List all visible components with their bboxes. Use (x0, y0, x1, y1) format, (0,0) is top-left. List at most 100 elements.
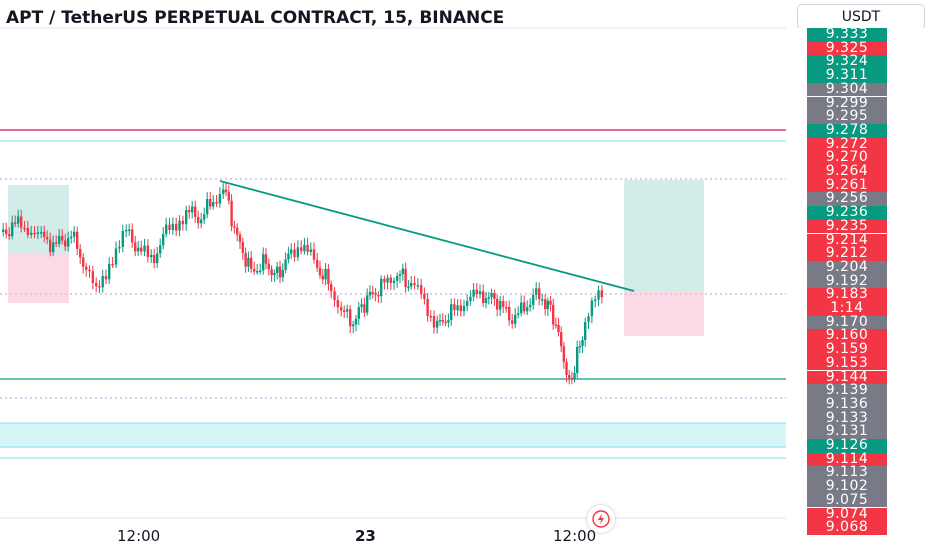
candle-body (181, 220, 185, 225)
candle-body (404, 268, 407, 288)
candle-body (436, 320, 439, 328)
candle-body (565, 362, 568, 376)
candle-body (215, 201, 218, 204)
candle-body (267, 263, 270, 270)
candle-body (82, 257, 85, 267)
candle-body (128, 229, 131, 232)
price-label: 9.236 (807, 205, 887, 220)
price-label: 9.264 (807, 164, 887, 179)
candle-body (165, 224, 168, 234)
candle-body (441, 320, 444, 322)
price-chart[interactable] (0, 0, 786, 550)
lightning-bolt-icon[interactable] (587, 505, 615, 533)
price-label: 9.068 (807, 520, 887, 535)
candlestick-series (2, 182, 604, 385)
candle-body (517, 313, 520, 315)
candle-body (212, 201, 215, 207)
price-label: 9.270 (807, 150, 887, 165)
candle-body (508, 306, 511, 321)
candle-body (316, 259, 319, 268)
candle-body (5, 229, 8, 235)
candle-body (462, 306, 466, 312)
price-label: 9.131 (807, 424, 887, 439)
long-position-profit-zone (624, 180, 704, 291)
candle-body (88, 269, 91, 272)
candle-body (264, 254, 268, 264)
candle-body (49, 239, 52, 253)
candle-body (330, 284, 333, 292)
price-label: 9.074 (807, 507, 887, 522)
candle-body (453, 304, 456, 311)
candle-body (584, 322, 587, 341)
candle-body (490, 293, 493, 298)
candle-body (377, 294, 380, 297)
candle-body (514, 314, 517, 324)
price-label: 9.299 (807, 96, 887, 111)
candle-body (125, 229, 128, 232)
candle-body (318, 267, 322, 276)
candle-body (118, 246, 121, 249)
candle-body (407, 286, 410, 289)
left-loss-zone (8, 253, 69, 303)
candle-body (146, 245, 150, 258)
chart-title: APT / TetherUS PERPETUAL CONTRACT, 15, B… (6, 8, 505, 28)
candle-body (26, 228, 30, 235)
candle-body (420, 285, 423, 294)
candle-body (466, 300, 469, 307)
candle-body (281, 269, 284, 278)
price-axis[interactable]: 9.333 9.325 9.324 9.311 9.304 9.299 9.295 9.278… (786, 27, 932, 535)
candle-body (459, 305, 462, 312)
candle-body (535, 288, 538, 295)
candle-body (346, 309, 349, 312)
candle-body (368, 291, 372, 296)
candle-body (40, 232, 43, 234)
candle-body (296, 247, 300, 258)
candle-body (520, 302, 523, 314)
price-label: 9.113 (807, 466, 887, 481)
candle-body (85, 266, 88, 270)
price-label: 9.256 (807, 192, 887, 207)
candle-body (450, 304, 453, 320)
candle-body (55, 242, 58, 244)
price-label: 9.214 (807, 233, 887, 248)
candle-body (300, 247, 303, 252)
candle-body (67, 238, 70, 247)
candle-body (256, 271, 259, 273)
candle-body (383, 278, 386, 283)
candle-body (17, 216, 20, 224)
candle-body (14, 222, 17, 225)
candle-body (554, 324, 558, 326)
candle-body (482, 291, 485, 304)
candle-body (532, 294, 535, 305)
price-label: 9.114 (807, 452, 887, 467)
candle-body (312, 249, 316, 260)
candle-body (95, 283, 98, 287)
price-label: 9.325 (807, 41, 887, 56)
candle-body (340, 307, 343, 311)
price-label: 9.136 (807, 397, 887, 412)
candle-body (363, 304, 366, 313)
candle-body (429, 315, 432, 318)
candle-body (557, 324, 560, 333)
candle-body (600, 290, 604, 298)
price-label: 9.153 (807, 356, 887, 371)
candle-body (98, 286, 101, 288)
candle-body (590, 300, 594, 317)
candle-body (324, 268, 327, 280)
demand-zone (0, 423, 786, 447)
candle-body (576, 347, 579, 374)
price-label: 9.272 (807, 137, 887, 152)
price-label: 9.324 (807, 55, 887, 70)
price-label: 9.144 (807, 370, 887, 385)
candle-body (140, 247, 143, 252)
price-label: 9.333 (807, 27, 887, 42)
time-label: 12:00 (117, 527, 161, 545)
candle-body (426, 298, 429, 316)
candle-body (58, 235, 61, 244)
candle-body (227, 192, 230, 201)
candle-body (191, 206, 194, 213)
candle-body (178, 220, 181, 231)
candle-body (276, 266, 279, 273)
candle-body (523, 302, 526, 312)
candle-body (499, 300, 502, 310)
